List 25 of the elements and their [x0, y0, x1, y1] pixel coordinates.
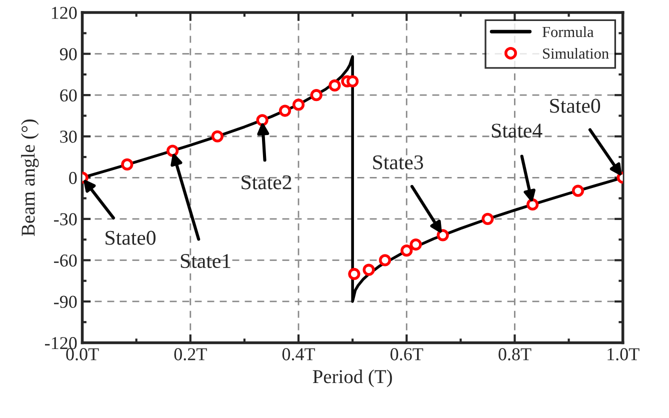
x-tick-label: 1.0T	[608, 348, 640, 360]
x-axis-title: Period (T)	[312, 370, 392, 388]
y-tick-label: 0	[69, 172, 77, 184]
annotation: State4	[492, 124, 542, 138]
annotation: State1	[180, 254, 230, 268]
annotation: State3	[373, 155, 424, 170]
y-axis-title: Beam angle (°)	[21, 120, 39, 236]
x-tick-label: 0.0T	[66, 348, 99, 360]
y-tick-label: -60	[54, 254, 77, 267]
y-tick-label: 90	[60, 48, 77, 60]
y-tick-label: -120	[45, 337, 77, 350]
legend-label: Formula	[542, 26, 594, 38]
y-tick-label: -30	[54, 213, 77, 226]
x-tick-label: 0.6T	[390, 348, 424, 360]
annotation: State0	[550, 98, 600, 113]
y-tick-label: 30	[60, 130, 77, 143]
annotation: State0	[106, 230, 156, 245]
legend-label: Simulation	[543, 48, 609, 59]
annotation: State2	[242, 175, 292, 190]
x-tick-label: 0.2T	[174, 348, 207, 360]
y-tick-label: 60	[60, 89, 77, 102]
x-tick-label: 0.4T	[282, 348, 316, 360]
x-tick-label: 0.8T	[498, 348, 532, 360]
y-tick-label: 120	[52, 6, 77, 19]
y-tick-label: -90	[54, 296, 77, 308]
